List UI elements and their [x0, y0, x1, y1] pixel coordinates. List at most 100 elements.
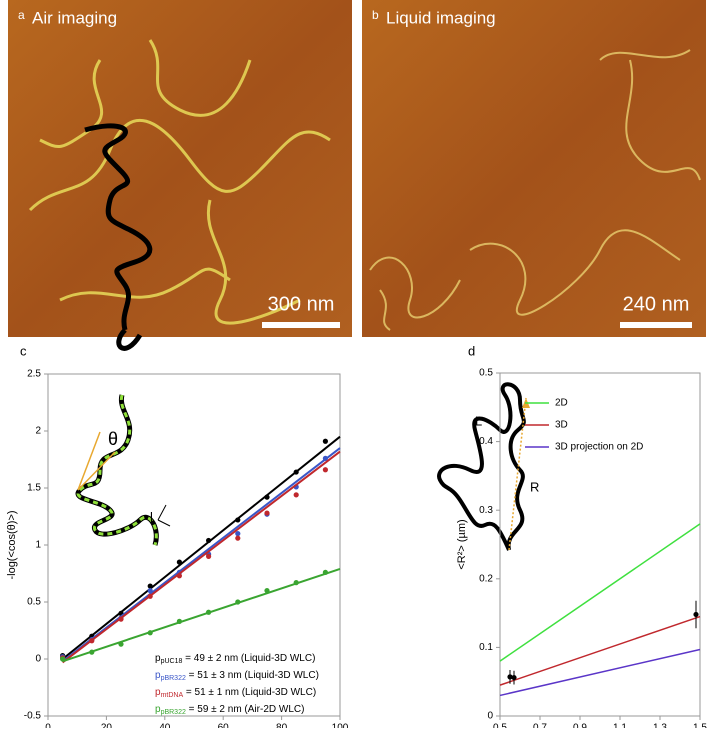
- legend-entry: 3D projection on 2D: [555, 442, 643, 453]
- data-point: [176, 559, 182, 565]
- x-tick-label: 40: [159, 723, 171, 728]
- legend-text: = 51 ± 3 nm (Liquid-3D WLC): [186, 670, 319, 681]
- panel-label: c: [20, 343, 27, 358]
- angle-line: [77, 451, 116, 491]
- x-tick-label: 60: [218, 723, 230, 728]
- x-tick-label: 80: [276, 723, 288, 728]
- y-tick-label: 1: [35, 540, 41, 551]
- scale-label: 240 nm: [623, 293, 690, 315]
- data-point: [206, 553, 212, 560]
- legend-symbol: p: [155, 653, 161, 664]
- data-point: [507, 674, 513, 680]
- fit-line: [61, 447, 341, 663]
- y-axis-label: -log(<cos(θ)>): [6, 510, 18, 579]
- data-point: [322, 569, 328, 575]
- series-line: [499, 648, 701, 697]
- data-point: [89, 649, 95, 655]
- x-tick-label: 0.7: [533, 723, 547, 728]
- panel-title: Air imaging: [32, 8, 117, 27]
- legend-symbol: p: [155, 687, 161, 698]
- data-point: [147, 593, 153, 599]
- y-tick-label: 2: [35, 426, 41, 437]
- legend-entry: ppBR322 = 51 ± 3 nm (Liquid-3D WLC): [155, 670, 319, 682]
- data-point: [264, 588, 270, 594]
- legend-subscript: pBR322: [161, 709, 186, 716]
- series-line: [499, 523, 701, 662]
- legend-entry: ppBR322 = 59 ± 2 nm (Air-2D WLC): [155, 704, 304, 716]
- panel-title: Liquid imaging: [386, 8, 496, 27]
- x-tick-label: 1.3: [653, 723, 667, 728]
- fit-line: [62, 567, 341, 663]
- y-tick-label: 2.5: [27, 369, 41, 380]
- legend-text: = 59 ± 2 nm (Air-2D WLC): [186, 704, 305, 715]
- data-point: [147, 588, 153, 594]
- data-point: [693, 611, 699, 618]
- data-point: [322, 438, 328, 444]
- inset-curve: [75, 394, 159, 546]
- angle-line: [77, 431, 101, 491]
- x-tick-label: 0.5: [493, 723, 507, 728]
- data-point: [235, 517, 241, 523]
- y-tick-label: 0.4: [479, 436, 493, 447]
- legend-symbol: p: [155, 704, 161, 715]
- plot-frame: [47, 373, 341, 717]
- inset-label: L: [475, 413, 482, 428]
- data-point: [322, 467, 328, 473]
- plot-frame: [499, 372, 701, 717]
- x-tick-label: 100: [332, 723, 349, 728]
- legend-symbol: p: [155, 670, 161, 681]
- data-point: [235, 535, 241, 541]
- data-point: [511, 674, 517, 681]
- data-point: [206, 609, 212, 615]
- legend-subscript: pBR322: [161, 675, 186, 682]
- series-line: [499, 615, 701, 686]
- inset-label: R: [530, 479, 539, 494]
- y-axis-label: <R²> (µm): [456, 519, 468, 569]
- legend-text: = 49 ± 2 nm (Liquid-3D WLC): [182, 653, 315, 664]
- inset: [437, 382, 530, 551]
- data-point: [118, 641, 124, 647]
- data-point: [235, 531, 241, 537]
- legend-subscript: pUC18: [161, 658, 183, 665]
- legend-entry: 2D: [555, 398, 568, 409]
- y-tick-label: 0.2: [479, 573, 493, 584]
- data-point: [206, 537, 212, 544]
- y-tick-label: 0: [487, 711, 493, 722]
- panel-label: a: [18, 8, 25, 22]
- data-point: [235, 599, 241, 605]
- fit-line: [61, 435, 341, 660]
- inset-label: θ: [108, 429, 118, 449]
- x-tick-label: 0: [45, 723, 51, 728]
- data-point: [147, 630, 153, 636]
- inset: [75, 394, 171, 546]
- data-point: [89, 638, 95, 644]
- x-tick-label: 20: [101, 723, 113, 728]
- data-point: [118, 616, 124, 622]
- end-to-end-vector: [508, 397, 527, 551]
- data-point: [176, 618, 182, 624]
- inset-curve: [76, 394, 158, 546]
- fit-line: [61, 450, 341, 664]
- inset-curve: [84, 123, 153, 351]
- data-point: [293, 580, 299, 586]
- panel-label: d: [468, 343, 475, 358]
- inset-label: l: [150, 509, 153, 524]
- y-tick-label: 0.5: [27, 597, 41, 608]
- y-tick-label: 1.5: [27, 483, 41, 494]
- y-tick-label: 0.3: [479, 505, 493, 516]
- legend-entry: ppUC18 = 49 ± 2 nm (Liquid-3D WLC): [155, 653, 315, 665]
- data-point: [322, 455, 328, 461]
- data-point: [147, 583, 153, 589]
- data-point: [264, 510, 270, 516]
- scale-label: 300 nm: [268, 293, 335, 315]
- data-point: [60, 656, 66, 662]
- x-tick-label: 1.1: [613, 723, 627, 728]
- y-tick-label: 0.5: [479, 368, 493, 379]
- legend-entry: pmtDNA = 51 ± 1 nm (Liquid-3D WLC): [155, 687, 316, 699]
- dna-strand: [369, 49, 701, 331]
- x-tick-label: 1.5: [693, 723, 707, 728]
- legend-subscript: mtDNA: [161, 692, 184, 699]
- afm-image: [362, 0, 706, 337]
